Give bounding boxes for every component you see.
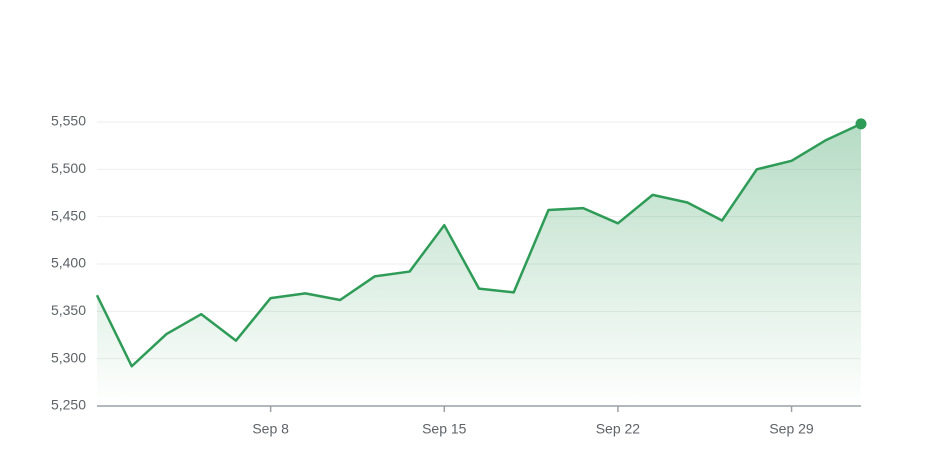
- y-tick-label: 5,350: [51, 302, 86, 318]
- x-tick-label: Sep 29: [769, 421, 814, 437]
- y-tick-label: 5,550: [51, 113, 86, 129]
- x-tick-label: Sep 8: [252, 421, 289, 437]
- area-fill: [97, 123, 861, 406]
- x-tick-label: Sep 15: [422, 421, 467, 437]
- y-tick-label: 5,500: [51, 160, 86, 176]
- line: [95, 122, 862, 368]
- y-tick-label: 5,300: [51, 349, 86, 365]
- x-tick-label: Sep 22: [596, 421, 641, 437]
- y-tick-label: 5,400: [51, 255, 86, 271]
- y-tick-label: 5,450: [51, 207, 86, 223]
- end-marker: [855, 118, 867, 130]
- y-tick-label: 5,250: [51, 397, 86, 413]
